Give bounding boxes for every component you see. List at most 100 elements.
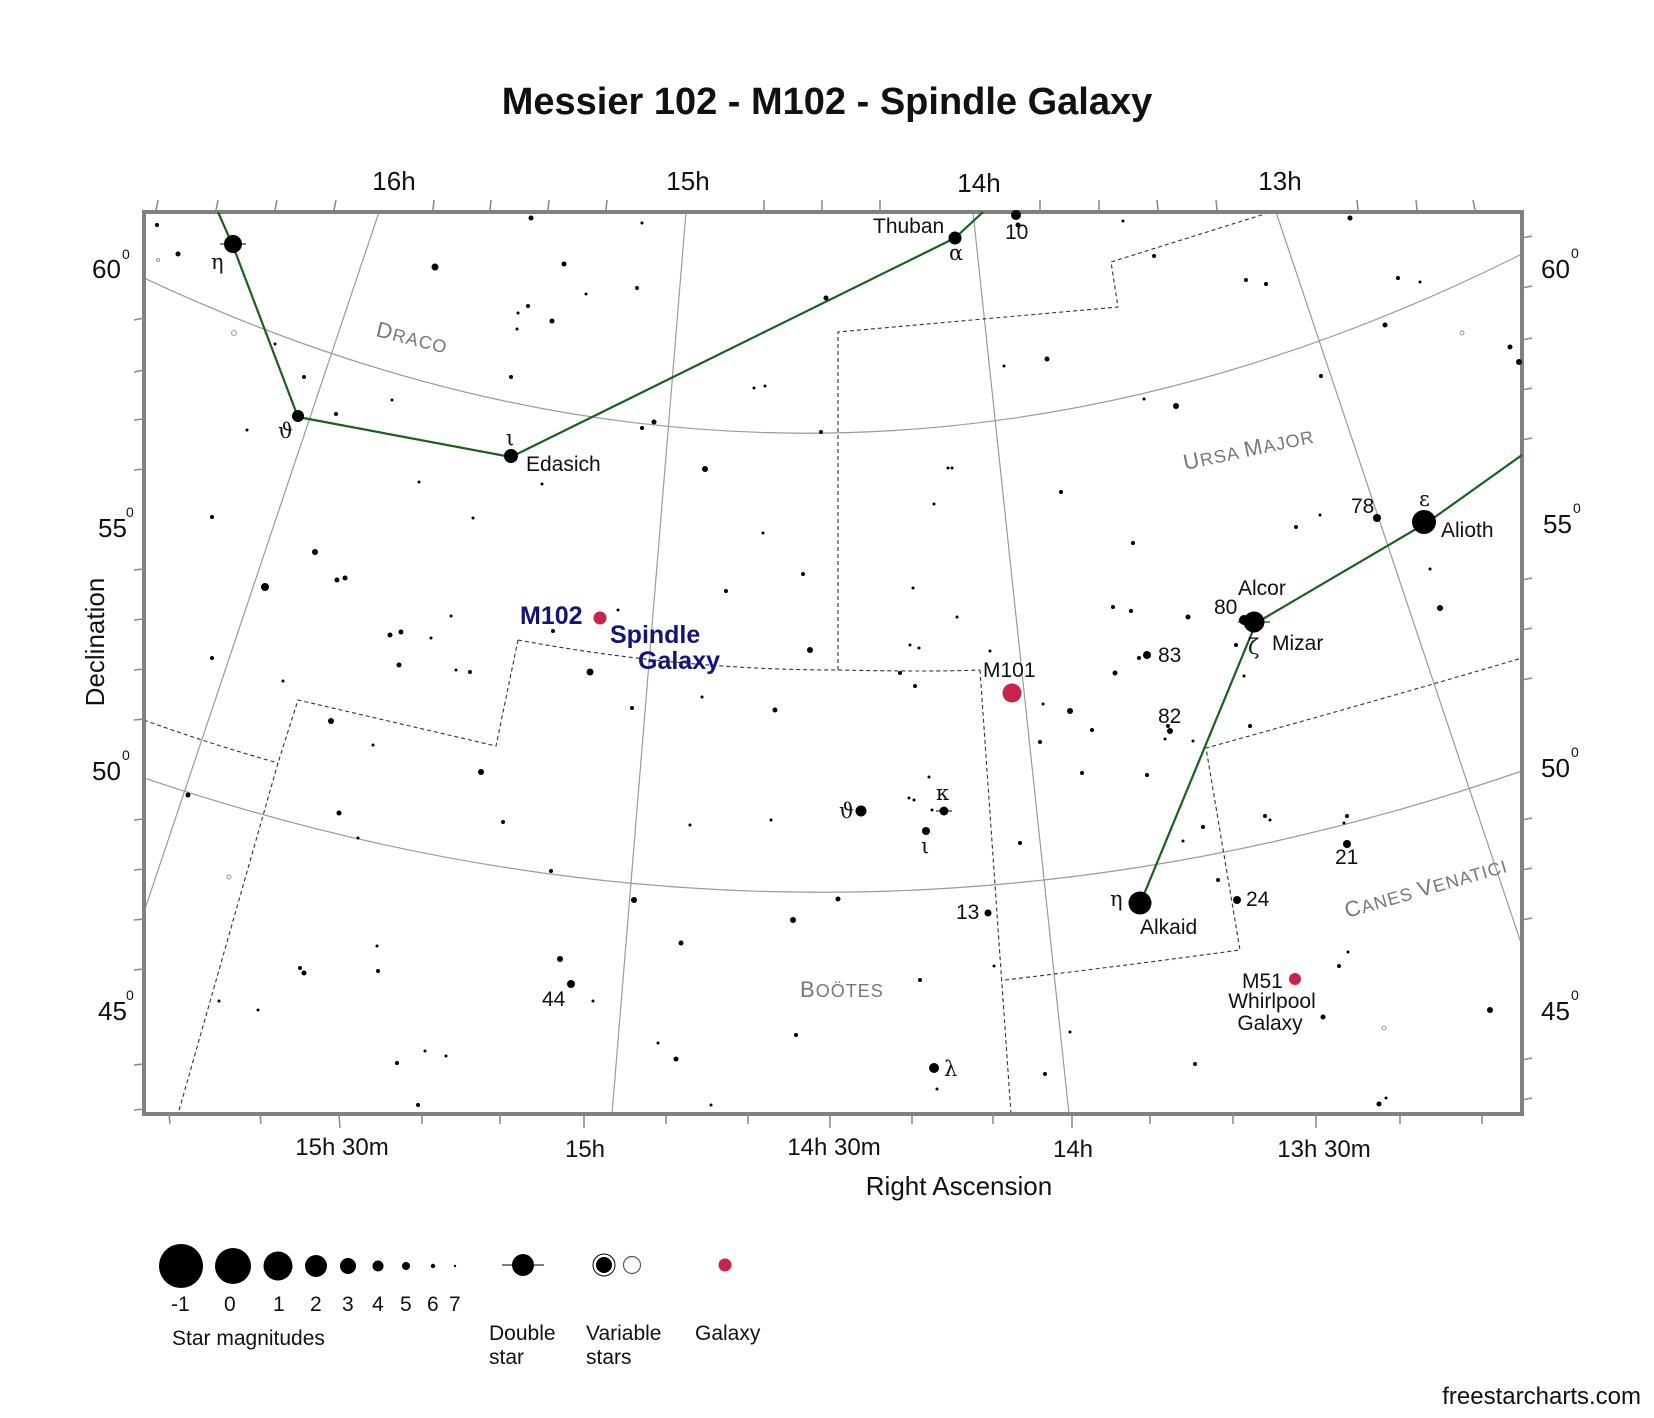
- draco-stick-figure: [216, 211, 984, 459]
- label-bootes-theta: ϑ: [839, 799, 854, 823]
- dec-45-right: 45: [1541, 996, 1570, 1026]
- dec-45-left-sup: 0: [126, 987, 134, 1003]
- dec-60-right-sup: 0: [1571, 245, 1579, 261]
- star-82: [1167, 728, 1173, 734]
- chart-plot-area: [146, 214, 1520, 1112]
- label-alioth: Alioth: [1441, 519, 1494, 542]
- label-m101: M101: [983, 659, 1036, 682]
- faint-stars: [155, 215, 1522, 1107]
- star-bootes-iota: [922, 827, 930, 835]
- label-alkaid: Alkaid: [1140, 916, 1197, 939]
- ursa-major-stick-figure: [1138, 454, 1523, 905]
- star-21: [1343, 840, 1351, 848]
- label-mizar: Mizar: [1272, 632, 1323, 655]
- ra-grid-lines: [146, 214, 1520, 1112]
- label-82: 82: [1158, 705, 1181, 728]
- star-13: [984, 909, 992, 917]
- chart-frame: [142, 210, 1524, 1116]
- legend-mag-1: 1: [273, 1293, 285, 1316]
- star-10-draconis: [1011, 210, 1021, 220]
- star-alcor: [1239, 615, 1249, 625]
- label-draco-eta: η: [211, 250, 224, 274]
- bottom-ticks: [168, 1113, 1483, 1129]
- label-78: 78: [1351, 495, 1374, 518]
- ra-top-label-15h: 15h: [666, 166, 709, 196]
- legend-double-star-line1: Double: [489, 1322, 556, 1345]
- label-alkaid-greek: η: [1110, 887, 1123, 911]
- ra-bottom-label-13h30m: 13h 30m: [1277, 1136, 1370, 1163]
- galaxies: M102 Spindle Galaxy M101 M51 Whirlpool G…: [520, 602, 1316, 1035]
- dec-60-left-sup: 0: [122, 246, 130, 262]
- dec-45-right-sup: 0: [1571, 987, 1579, 1003]
- legend-variable-star-ring: [592, 1253, 616, 1277]
- dec-55-left-sup: 0: [126, 504, 134, 520]
- star-thuban: [948, 231, 962, 245]
- constellation-name-canes-venatici: CANES VENATICI: [1341, 852, 1510, 922]
- ra-bottom-label-15h30m: 15h 30m: [295, 1134, 388, 1161]
- label-bootes-lambda: λ: [944, 1057, 957, 1081]
- label-m102: M102: [520, 602, 583, 630]
- ra-top-label-13h: 13h: [1258, 166, 1301, 196]
- x-axis-title: Right Ascension: [866, 1171, 1052, 1201]
- star-draco-theta: [292, 410, 304, 422]
- constellation-name-bootes: BOÖTES: [800, 977, 884, 1002]
- ra-bottom-label-14h30m: 14h 30m: [787, 1134, 880, 1161]
- faint-variable-stars: [156, 258, 1465, 1031]
- legend-mag--1: -1: [171, 1293, 190, 1316]
- dec-grid-arcs: [146, 254, 1520, 893]
- ra-top-label-14h: 14h: [957, 168, 1000, 198]
- legend-variable-star-icon: [596, 1257, 612, 1273]
- galaxy-m102-marker[interactable]: [593, 611, 607, 625]
- legend-galaxy-label: Galaxy: [695, 1322, 761, 1345]
- ra-bottom-label-15h: 15h: [565, 1136, 605, 1163]
- legend-magnitudes-caption: Star magnitudes: [172, 1327, 325, 1350]
- label-alcor: Alcor: [1238, 577, 1286, 600]
- label-m102-line2: Galaxy: [638, 647, 720, 675]
- star-bootes-theta: [855, 805, 867, 817]
- ra-bottom-label-14h: 14h: [1053, 1136, 1093, 1163]
- dec-labels-right: 60 0 55 0 50 0 45 0: [1541, 245, 1581, 1026]
- star-alioth: [1412, 510, 1436, 534]
- side-ticks: [133, 235, 1533, 1111]
- star-edasich: [504, 449, 518, 463]
- legend-mag-0: 0: [224, 1293, 236, 1316]
- label-13: 13: [956, 901, 979, 924]
- label-24: 24: [1246, 888, 1270, 911]
- dec-55-right-sup: 0: [1573, 500, 1581, 516]
- legend: -1 0 1 2 3 4 5 6 7 Star magnitudes Doubl…: [159, 1244, 761, 1369]
- legend-variable-stars-line1: Variable: [586, 1322, 662, 1345]
- constellation-name-draco: DRACO: [374, 317, 451, 359]
- label-edasich: Edasich: [526, 453, 601, 476]
- dec-50-left: 50: [92, 756, 121, 786]
- constellation-name-ursa-major: URSA MAJOR: [1181, 423, 1317, 475]
- ra-top-label-16h: 16h: [372, 166, 415, 196]
- legend-mag-5: 5: [400, 1293, 412, 1316]
- top-ticks: [155, 199, 1476, 211]
- legend-variable-star-min-icon: [622, 1255, 642, 1275]
- label-bootes-iota: ι: [921, 834, 929, 858]
- legend-double-star-line2: star: [489, 1346, 524, 1369]
- dec-60-left: 60: [92, 254, 121, 284]
- galaxy-m51-marker[interactable]: [1289, 973, 1301, 985]
- bright-stars: [220, 210, 1436, 1073]
- dec-45-left: 45: [98, 996, 127, 1026]
- galaxy-m101-marker[interactable]: [1002, 683, 1022, 703]
- star-alkaid: [1128, 891, 1152, 915]
- label-m102-line1: Spindle: [610, 621, 700, 649]
- stick-figures: [216, 211, 1523, 905]
- legend-mag-6: 6: [427, 1293, 439, 1316]
- dec-60-right: 60: [1541, 254, 1570, 284]
- label-10: 10: [1005, 221, 1028, 244]
- legend-galaxy-icon: [718, 1258, 732, 1272]
- star-78: [1373, 514, 1381, 522]
- label-thuban-greek: α: [949, 241, 963, 265]
- label-80: 80: [1214, 596, 1237, 619]
- dec-labels-left: 60 0 55 0 50 0 45 0: [92, 246, 134, 1026]
- legend-magnitude-dots: [159, 1244, 457, 1288]
- label-alioth-greek: ε: [1419, 487, 1430, 511]
- dec-55-left: 55: [98, 513, 127, 543]
- credit-link[interactable]: freestarcharts.com: [1442, 1383, 1641, 1410]
- star-44: [567, 980, 575, 988]
- dec-55-right: 55: [1543, 509, 1572, 539]
